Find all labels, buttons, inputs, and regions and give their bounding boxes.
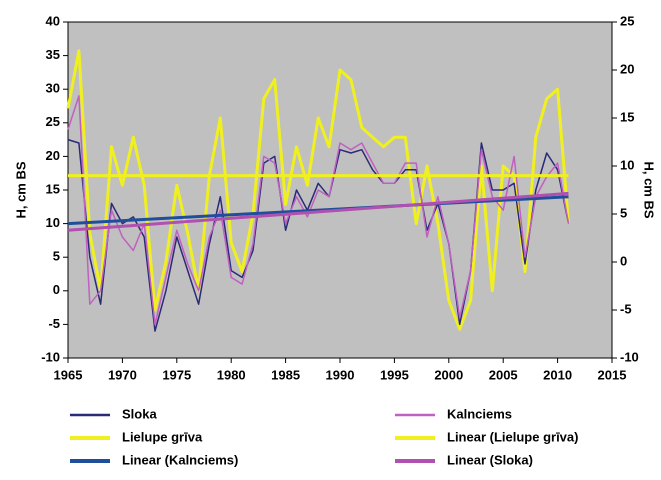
y2-tick-label: 15 bbox=[620, 109, 634, 124]
x-tick-label: 1970 bbox=[108, 367, 137, 382]
x-tick-label: 2010 bbox=[543, 367, 572, 382]
y-tick-label: 40 bbox=[46, 13, 60, 28]
y2-tick-label: 0 bbox=[620, 253, 627, 268]
y2-tick-label: 5 bbox=[620, 205, 627, 220]
series-line bbox=[67, 195, 569, 226]
y-tick-label: 10 bbox=[46, 215, 60, 230]
y-tick-label: 15 bbox=[46, 181, 60, 196]
y2-tick-label: -10 bbox=[620, 349, 639, 364]
y-tick-label: -10 bbox=[41, 349, 60, 364]
x-tick-label: 2005 bbox=[489, 367, 518, 382]
y-tick-label: 30 bbox=[46, 81, 60, 96]
y2-axis-title: H, cm BS bbox=[642, 161, 657, 218]
y2-tick-label: -5 bbox=[620, 301, 632, 316]
legend-label: Kalnciems bbox=[447, 406, 512, 421]
series-line bbox=[66, 49, 570, 331]
x-tick-label: 2015 bbox=[598, 367, 627, 382]
series-line bbox=[67, 95, 570, 326]
x-tick-label: 1995 bbox=[380, 367, 409, 382]
y-axis-title: H, cm BS bbox=[13, 161, 28, 218]
y-tick-label: 25 bbox=[46, 114, 60, 129]
legend-label: Linear (Sloka) bbox=[447, 452, 533, 467]
y2-tick-label: 10 bbox=[620, 157, 634, 172]
y-tick-label: 0 bbox=[53, 282, 60, 297]
x-tick-label: 1985 bbox=[271, 367, 300, 382]
series-line bbox=[67, 191, 569, 232]
series-line bbox=[67, 138, 570, 332]
y2-tick-label: 20 bbox=[620, 61, 634, 76]
legend-label: Lielupe grīva bbox=[122, 429, 203, 444]
y-tick-label: 35 bbox=[46, 47, 60, 62]
legend-label: Sloka bbox=[122, 406, 157, 421]
legend-label: Linear (Lielupe grīva) bbox=[447, 429, 578, 444]
x-tick-label: 1965 bbox=[54, 367, 83, 382]
y2-tick-label: 25 bbox=[620, 13, 634, 28]
x-tick-label: 1980 bbox=[217, 367, 246, 382]
y-tick-label: 5 bbox=[53, 249, 60, 264]
y-tick-label: 20 bbox=[46, 148, 60, 163]
x-tick-label: 1990 bbox=[326, 367, 355, 382]
y-tick-label: -5 bbox=[48, 316, 60, 331]
legend-label: Linear (Kalnciems) bbox=[122, 452, 238, 467]
x-tick-label: 1975 bbox=[162, 367, 191, 382]
x-tick-label: 2000 bbox=[434, 367, 463, 382]
